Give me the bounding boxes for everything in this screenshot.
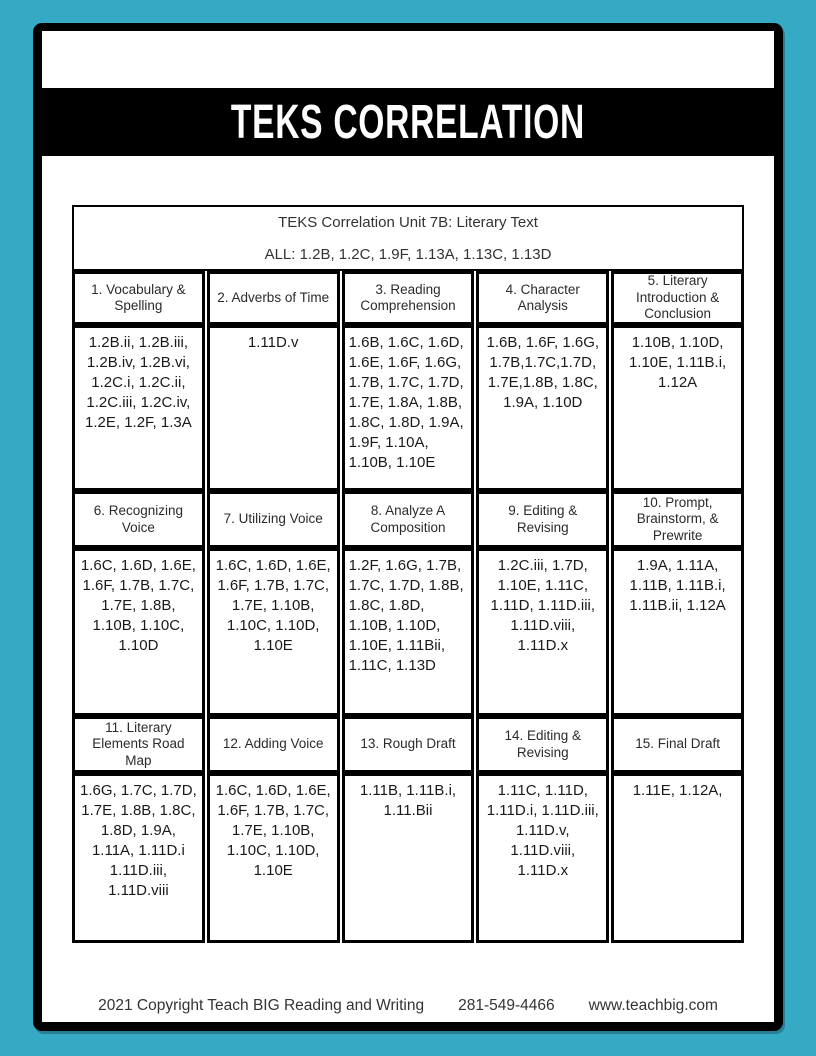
col-header-7: 7. Utilizing Voice (206, 491, 340, 548)
page-title: TEKS CORRELATION (230, 95, 586, 149)
col-header-15: 15. Final Draft (611, 716, 744, 773)
copyright-text: 2021 Copyright Teach BIG Reading and Wri… (98, 997, 425, 1014)
col-codes-1: 1.2B.ii, 1.2B.iii, 1.2B.iv, 1.2B.vi, 1.2… (72, 325, 205, 491)
col-codes-3: 1.6B, 1.6C, 1.6D, 1.6E, 1.6F, 1.6G, 1.7B… (341, 325, 475, 491)
table-section-1: 1. Vocabulary & Spelling 2. Adverbs of T… (72, 271, 744, 491)
col-header-8: 8. Analyze A Composition (341, 491, 475, 548)
col-codes-13: 1.11B, 1.11B.i, 1.11.Bii (341, 773, 475, 943)
col-codes-15: 1.11E, 1.12A, (611, 773, 744, 943)
website-url: www.teachbig.com (588, 997, 718, 1014)
col-codes-9: 1.2C.iii, 1.7D, 1.10E, 1.11C, 1.11D, 1.1… (476, 548, 610, 716)
table-subtitle: ALL: 1.2B, 1.2C, 1.9F, 1.13A, 1.13C, 1.1… (264, 246, 552, 263)
page-frame: TEKS CORRELATION TEKS Correlation Unit 7… (33, 23, 783, 1031)
correlation-table: TEKS Correlation Unit 7B: Literary Text … (72, 205, 744, 943)
col-header-5: 5. Literary Introduction & Conclusion (611, 271, 744, 325)
col-header-11: 11. Literary Elements Road Map (72, 716, 205, 773)
col-codes-5: 1.10B, 1.10D, 1.10E, 1.11B.i, 1.12A (611, 325, 744, 491)
col-codes-4: 1.6B, 1.6F, 1.6G, 1.7B,1.7C,1.7D, 1.7E,1… (476, 325, 610, 491)
col-header-1: 1. Vocabulary & Spelling (72, 271, 205, 325)
col-header-14: 14. Editing & Revising (476, 716, 610, 773)
page-footer: 2021 Copyright Teach BIG Reading and Wri… (42, 997, 774, 1015)
col-header-4: 4. Character Analysis (476, 271, 610, 325)
table-section-3: 11. Literary Elements Road Map 12. Addin… (72, 716, 744, 943)
col-codes-12: 1.6C, 1.6D, 1.6E, 1.6F, 1.7B, 1.7C, 1.7E… (206, 773, 340, 943)
table-title: TEKS Correlation Unit 7B: Literary Text (278, 214, 538, 231)
col-header-6: 6. Recognizing Voice (72, 491, 205, 548)
phone-number: 281-549-4466 (458, 997, 555, 1014)
col-header-9: 9. Editing & Revising (476, 491, 610, 548)
col-codes-14: 1.11C, 1.11D, 1.11D.i, 1.11D.iii, 1.11D.… (476, 773, 610, 943)
col-header-12: 12. Adding Voice (206, 716, 340, 773)
table-section-2: 6. Recognizing Voice 7. Utilizing Voice … (72, 491, 744, 716)
col-header-2: 2. Adverbs of Time (206, 271, 340, 325)
col-codes-6: 1.6C, 1.6D, 1.6E, 1.6F, 1.7B, 1.7C, 1.7E… (72, 548, 205, 716)
col-codes-11: 1.6G, 1.7C, 1.7D, 1.7E, 1.8B, 1.8C, 1.8D… (72, 773, 205, 943)
worksheet-page: TEKS CORRELATION TEKS Correlation Unit 7… (33, 31, 783, 1022)
col-codes-2: 1.11D.v (206, 325, 340, 491)
table-title-cell: TEKS Correlation Unit 7B: Literary Text … (72, 205, 744, 271)
col-header-10: 10. Prompt, Brainstorm, & Prewrite (611, 491, 744, 548)
col-header-3: 3. Reading Comprehension (341, 271, 475, 325)
col-codes-7: 1.6C, 1.6D, 1.6E, 1.6F, 1.7B, 1.7C, 1.7E… (206, 548, 340, 716)
col-codes-8: 1.2F, 1.6G, 1.7B, 1.7C, 1.7D, 1.8B, 1.8C… (341, 548, 475, 716)
title-banner: TEKS CORRELATION (33, 88, 783, 156)
col-codes-10: 1.9A, 1.11A, 1.11B, 1.11B.i, 1.11B.ii, 1… (611, 548, 744, 716)
col-header-13: 13. Rough Draft (341, 716, 475, 773)
